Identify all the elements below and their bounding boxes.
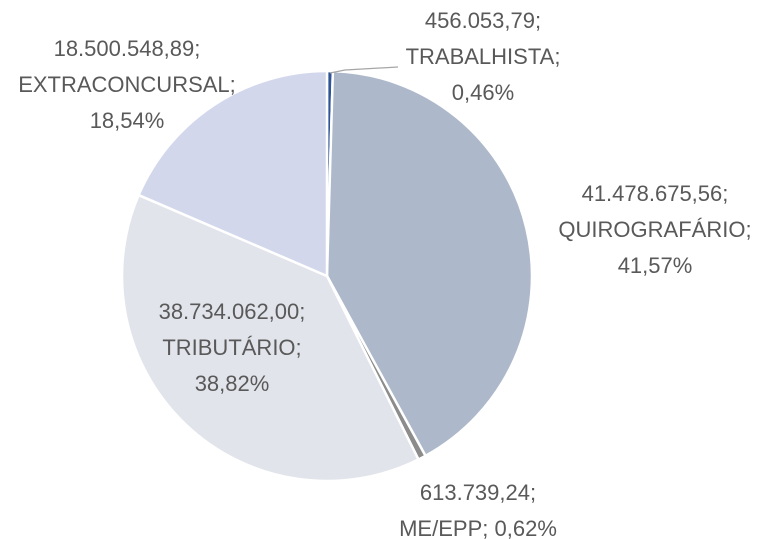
label-part: EXTRACONCURSAL	[18, 72, 229, 97]
label-part: TRABALHISTA	[406, 44, 555, 69]
pie-slice	[137, 69, 329, 278]
label-separator: ;	[230, 72, 236, 97]
label-part: 18.500.548,89	[54, 36, 195, 61]
data-label: 456.053,79; TRABALHISTA; 0,46%	[406, 8, 561, 105]
label-part: 38.734.062,00	[159, 299, 300, 324]
label-part: 18,54%	[90, 108, 165, 133]
pie-slice	[325, 69, 534, 458]
label-separator: ;	[554, 44, 560, 69]
label-separator: ;	[745, 217, 751, 242]
label-part: TRIBUTÁRIO	[162, 335, 295, 360]
pie-slice	[120, 193, 421, 483]
data-label: 613.739,24; ME/EPP; 0,62%	[399, 480, 557, 539]
leader-line	[329, 66, 399, 74]
label-separator: ;	[299, 299, 305, 324]
label-part: 456.053,79	[425, 8, 535, 33]
label-part: 0,46%	[452, 80, 514, 105]
label-part: QUIROGRAFÁRIO	[558, 217, 745, 242]
label-separator: ;	[530, 480, 536, 505]
data-label: 41.478.675,56; QUIROGRAFÁRIO; 41,57%	[558, 181, 751, 278]
label-separator: ;	[194, 36, 200, 61]
label-separator: ;	[535, 8, 541, 33]
label-separator: ;	[722, 181, 728, 206]
label-separator: ;	[482, 516, 488, 539]
label-part: ME/EPP	[399, 516, 482, 539]
label-part: 613.739,24	[420, 480, 530, 505]
label-part: 41,57%	[618, 253, 693, 278]
label-part: 38,82%	[195, 371, 270, 396]
label-part: 41.478.675,56	[582, 181, 723, 206]
label-part: 0,62%	[495, 516, 557, 539]
label-separator: ;	[296, 335, 302, 360]
data-label: 38.734.062,00; TRIBUTÁRIO; 38,82%	[159, 299, 306, 396]
data-label: 18.500.548,89; EXTRACONCURSAL; 18,54%	[18, 36, 236, 133]
